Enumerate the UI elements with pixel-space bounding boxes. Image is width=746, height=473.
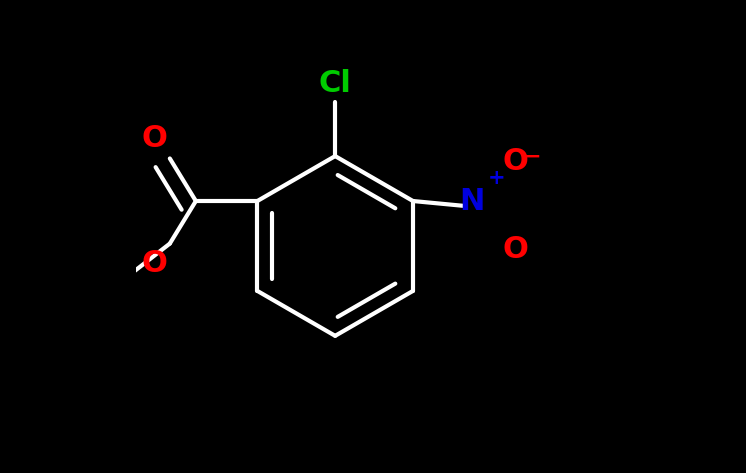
Text: O: O bbox=[503, 148, 529, 176]
Text: O: O bbox=[503, 235, 529, 264]
Text: N: N bbox=[460, 186, 485, 216]
Text: O: O bbox=[142, 124, 167, 153]
Text: −: − bbox=[524, 147, 541, 166]
Text: Cl: Cl bbox=[319, 69, 351, 98]
Text: O: O bbox=[142, 249, 167, 278]
Text: +: + bbox=[488, 168, 505, 188]
